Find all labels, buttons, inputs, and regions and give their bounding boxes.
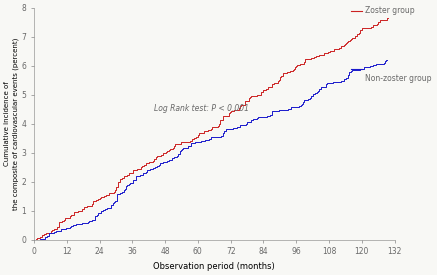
Text: Non-zoster group: Non-zoster group	[364, 74, 431, 83]
Text: Zoster group: Zoster group	[364, 6, 414, 15]
Text: Log Rank test: P < 0.001: Log Rank test: P < 0.001	[154, 104, 249, 112]
Y-axis label: Cumulative incidence of
the composite of cardiovascular events (percent): Cumulative incidence of the composite of…	[4, 37, 19, 210]
X-axis label: Observation period (months): Observation period (months)	[153, 262, 275, 271]
